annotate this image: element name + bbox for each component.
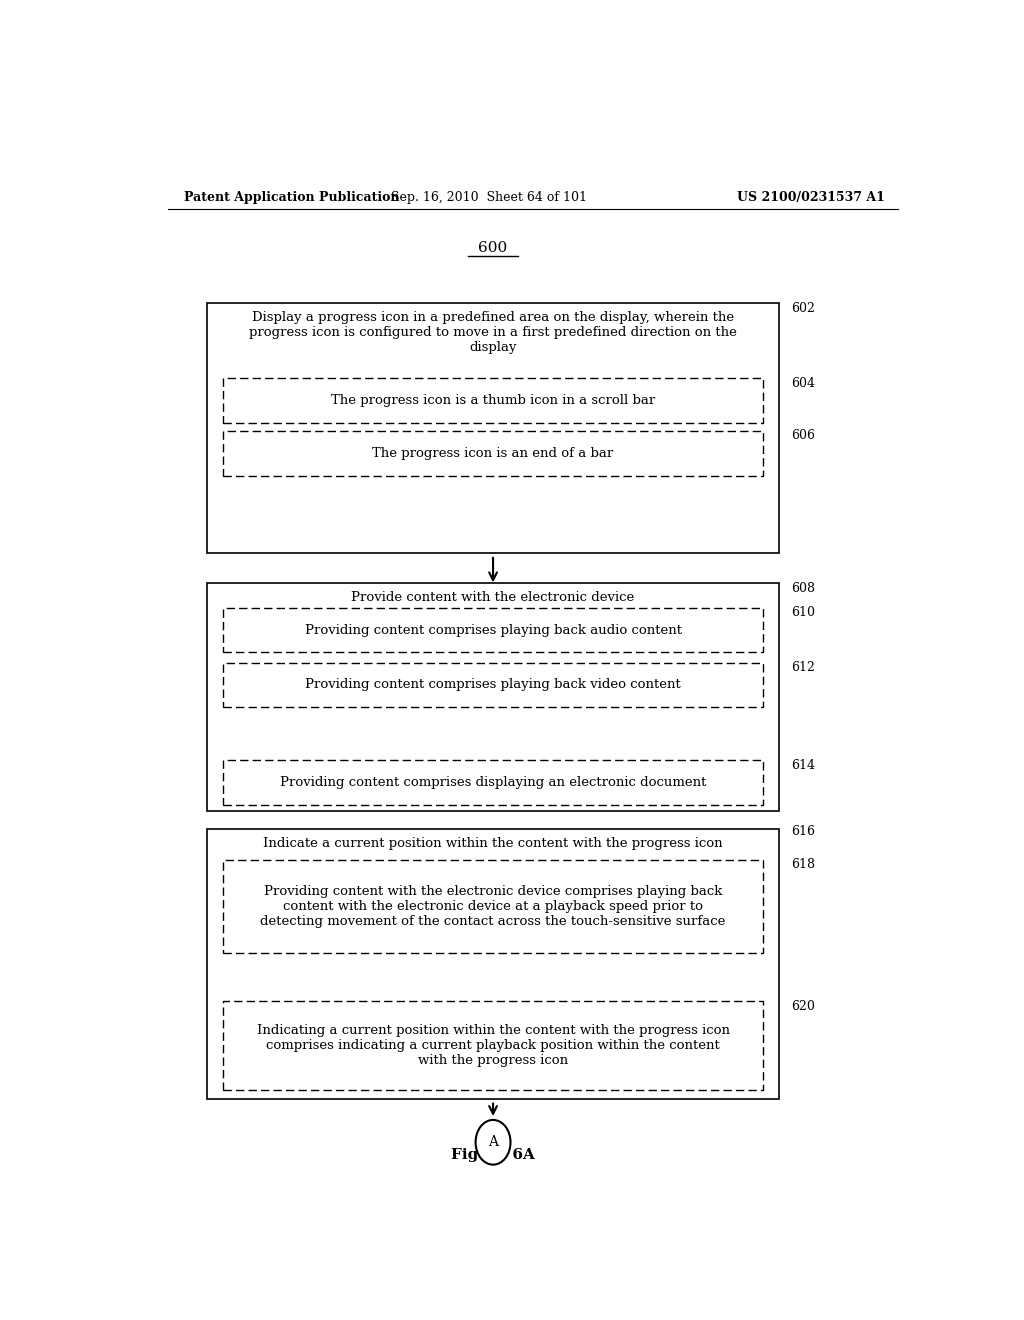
Text: 600: 600 (478, 240, 508, 255)
Bar (207, 829, 778, 1098)
Text: The progress icon is a thumb icon in a scroll bar: The progress icon is a thumb icon in a s… (331, 393, 655, 407)
Bar (223, 663, 763, 708)
Bar (207, 302, 778, 553)
Text: Indicate a current position within the content with the progress icon: Indicate a current position within the c… (263, 837, 723, 850)
Text: 612: 612 (791, 661, 814, 675)
Text: 602: 602 (791, 302, 814, 315)
Bar (223, 607, 763, 652)
Text: 620: 620 (791, 999, 814, 1012)
Text: Display a progress icon in a predefined area on the display, wherein the
progres: Display a progress icon in a predefined … (249, 312, 737, 354)
Text: Figure 6A: Figure 6A (452, 1147, 535, 1162)
Text: 616: 616 (791, 825, 815, 838)
Text: Providing content with the electronic device comprises playing back
content with: Providing content with the electronic de… (260, 884, 726, 928)
Bar (223, 378, 763, 422)
Text: The progress icon is an end of a bar: The progress icon is an end of a bar (373, 446, 613, 459)
Text: Patent Application Publication: Patent Application Publication (183, 190, 399, 203)
Bar (223, 1001, 763, 1090)
Text: Providing content comprises displaying an electronic document: Providing content comprises displaying a… (280, 776, 707, 789)
Text: A: A (488, 1135, 498, 1150)
Text: 614: 614 (791, 759, 815, 772)
Bar (223, 760, 763, 805)
Text: 618: 618 (791, 858, 815, 871)
Text: Provide content with the electronic device: Provide content with the electronic devi… (351, 591, 635, 605)
Bar (223, 430, 763, 475)
Text: 610: 610 (791, 606, 815, 619)
Circle shape (475, 1119, 511, 1164)
Text: 604: 604 (791, 376, 815, 389)
Text: Indicating a current position within the content with the progress icon
comprise: Indicating a current position within the… (257, 1024, 729, 1067)
Bar (223, 859, 763, 953)
Text: US 2100/0231537 A1: US 2100/0231537 A1 (736, 190, 885, 203)
Text: Providing content comprises playing back video content: Providing content comprises playing back… (305, 678, 681, 692)
Bar (207, 583, 778, 810)
Text: 608: 608 (791, 582, 815, 595)
Text: Providing content comprises playing back audio content: Providing content comprises playing back… (304, 623, 682, 636)
Text: 606: 606 (791, 429, 815, 442)
Text: Sep. 16, 2010  Sheet 64 of 101: Sep. 16, 2010 Sheet 64 of 101 (391, 190, 587, 203)
